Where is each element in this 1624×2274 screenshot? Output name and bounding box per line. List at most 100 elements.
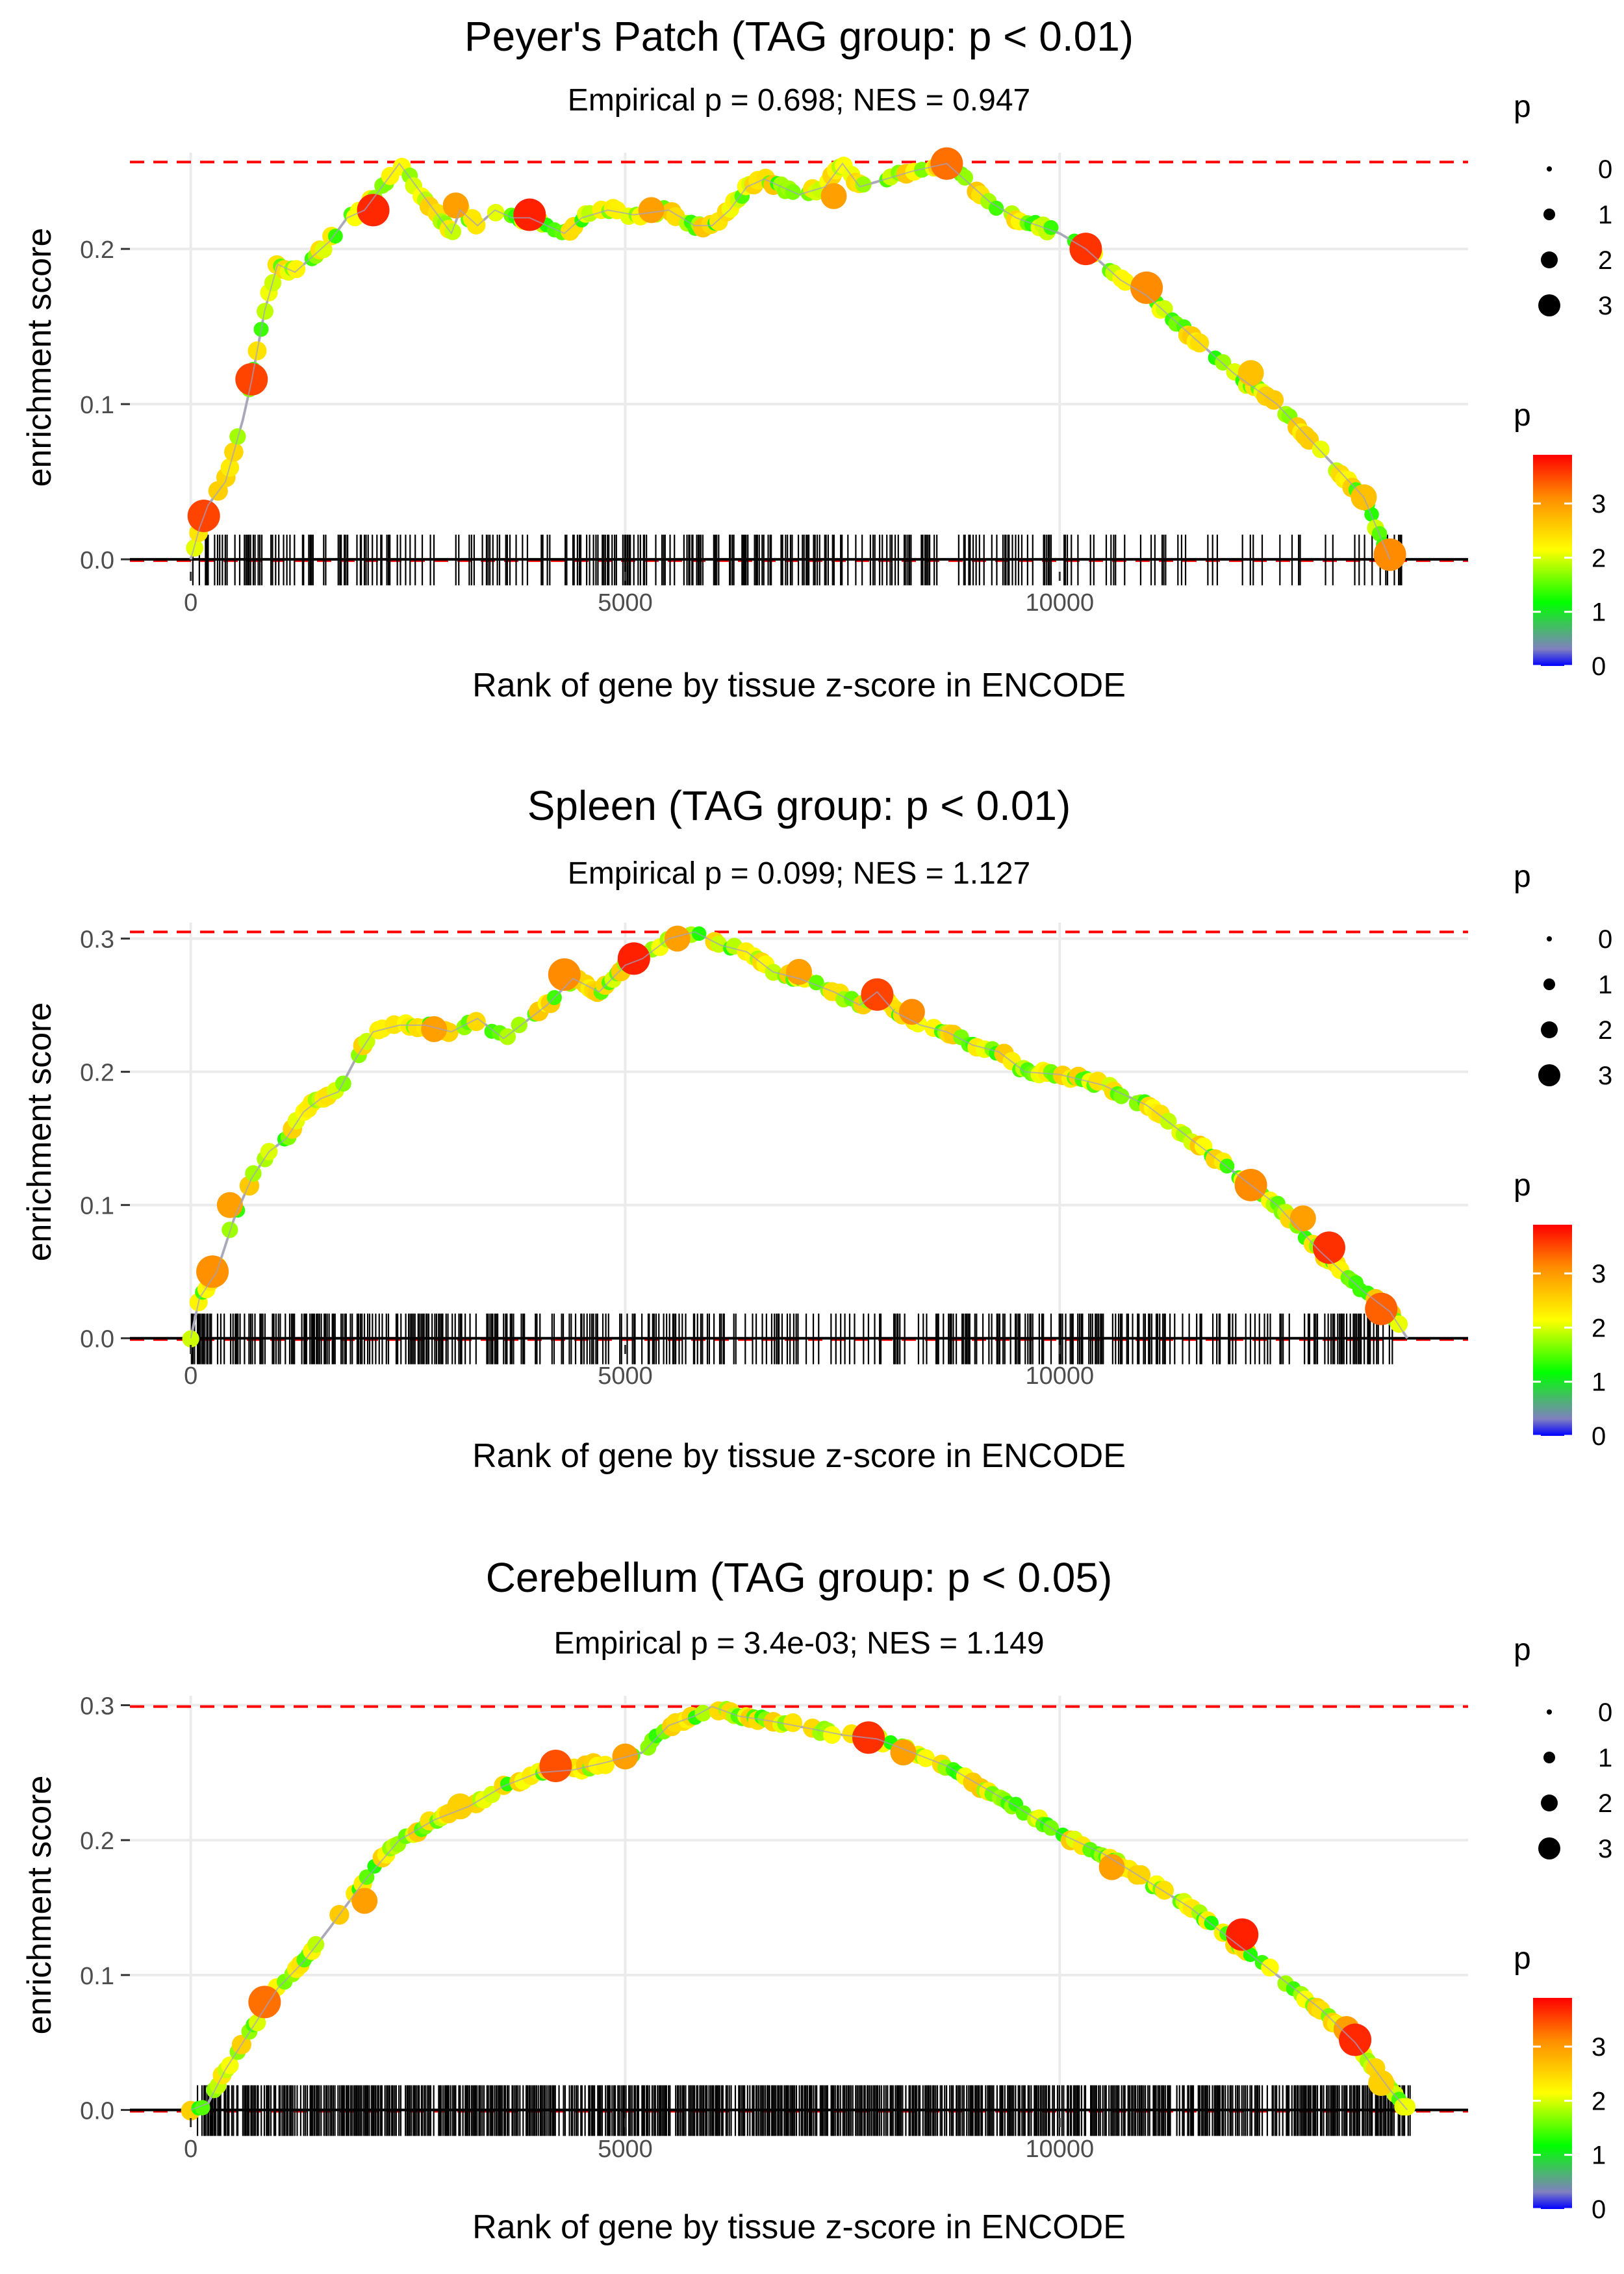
es-point-highlight <box>898 999 925 1025</box>
size-legend-label: 3 <box>1598 292 1612 320</box>
es-points <box>181 1700 1416 2121</box>
y-axis-label: enrichment score <box>21 1776 58 2035</box>
es-curve-overlay <box>190 1706 1408 2111</box>
es-point-highlight <box>513 198 546 231</box>
x-tick-label: 0 <box>184 1362 197 1390</box>
color-legend-label: 0 <box>1592 1422 1606 1451</box>
es-point-highlight <box>421 1016 448 1043</box>
es-point-highlight <box>638 197 665 224</box>
y-tick-label: 0.1 <box>80 1963 114 1990</box>
es-point <box>855 176 872 193</box>
es-point <box>1156 300 1173 318</box>
color-legend-label: 3 <box>1592 490 1606 518</box>
y-axis: 0.0 0.1 0.2 <box>80 236 130 574</box>
size-legend-swatch <box>1547 166 1552 172</box>
es-points <box>186 147 1406 571</box>
size-legend-swatch <box>1543 1752 1555 1763</box>
y-tick-label: 0.1 <box>80 392 114 419</box>
es-point <box>287 260 306 279</box>
size-legend-swatch <box>1543 209 1555 220</box>
y-axis-label: enrichment score <box>21 1003 58 1262</box>
es-curve <box>189 930 1409 1339</box>
color-legend-label: 1 <box>1592 2141 1606 2170</box>
size-legend-label: 3 <box>1598 1835 1612 1863</box>
es-point <box>596 1756 615 1774</box>
color-legend-label: 2 <box>1592 544 1606 572</box>
plot-area <box>130 923 1468 1364</box>
size-legend-label: 1 <box>1598 1744 1612 1772</box>
size-legend: p 0 1 2 3 <box>1514 90 1612 320</box>
color-legend-title: p <box>1514 1941 1531 1976</box>
y-tick-label: 0.0 <box>80 547 114 574</box>
gridlines <box>130 1696 1468 2118</box>
es-point-highlight <box>1226 1918 1259 1951</box>
es-point <box>823 1726 841 1744</box>
size-legend-swatch <box>1541 1021 1558 1038</box>
es-point-highlight <box>612 1743 639 1770</box>
es-curve-overlay <box>190 162 1391 560</box>
color-legend-label: 2 <box>1592 2087 1606 2115</box>
es-point <box>1261 1958 1279 1977</box>
size-legend-swatch <box>1547 1709 1552 1715</box>
x-tick-label: 5000 <box>598 589 653 617</box>
color-legend-label: 1 <box>1592 1368 1606 1397</box>
size-legend-swatch <box>1541 1795 1558 1811</box>
size-legend-label: 3 <box>1598 1062 1612 1090</box>
es-point <box>1398 2098 1416 2116</box>
es-point-highlight <box>357 194 390 227</box>
es-point <box>694 1704 711 1722</box>
y-tick-label: 0.1 <box>80 1193 114 1220</box>
chart-title: Peyer's Patch (TAG group: p < 0.01) <box>464 13 1134 60</box>
size-legend-swatch <box>1541 251 1558 268</box>
es-point-highlight <box>1373 538 1406 571</box>
x-tick-label: 5000 <box>598 2136 653 2163</box>
color-legend-label: 3 <box>1592 1260 1606 1288</box>
chart-subtitle: Empirical p = 0.099; NES = 1.127 <box>568 856 1030 891</box>
es-point-highlight <box>1365 1292 1398 1325</box>
color-legend-bar <box>1533 1998 1572 2209</box>
es-point <box>186 539 204 557</box>
chart-subtitle: Empirical p = 3.4e-03; NES = 1.149 <box>553 1626 1044 1661</box>
es-point-highlight <box>786 958 812 985</box>
size-legend-label: 1 <box>1598 201 1612 229</box>
size-legend-title: p <box>1514 1633 1531 1667</box>
es-curve-overlay <box>190 931 1408 1339</box>
y-tick-label: 0.0 <box>80 2098 114 2125</box>
panel-1: Peyer's Patch (TAG group: p < 0.01) Empi… <box>21 13 1612 704</box>
es-point-highlight <box>216 1192 243 1218</box>
x-tick-label: 0 <box>184 2136 197 2163</box>
plot-area <box>130 147 1468 585</box>
color-legend-label: 1 <box>1592 598 1606 627</box>
color-legend: p 0 1 2 3 <box>1514 1168 1606 1451</box>
size-legend-label: 0 <box>1598 155 1612 184</box>
size-legend-label: 2 <box>1598 1789 1612 1818</box>
es-point-highlight <box>1312 1231 1345 1264</box>
size-legend-swatch <box>1538 1837 1560 1859</box>
x-axis: 0 5000 10000 <box>184 572 1094 617</box>
es-point <box>487 203 505 222</box>
color-legend-label: 0 <box>1592 2195 1606 2224</box>
panel-2: Spleen (TAG group: p < 0.01) Empirical p… <box>21 782 1612 1475</box>
size-legend-title: p <box>1514 860 1531 894</box>
x-axis-label: Rank of gene by tissue z-score in ENCODE <box>472 1437 1126 1475</box>
es-point-highlight <box>351 1887 378 1914</box>
x-axis-label: Rank of gene by tissue z-score in ENCODE <box>472 2208 1126 2246</box>
chart-subtitle: Empirical p = 0.698; NES = 0.947 <box>568 83 1030 118</box>
y-tick-label: 0.0 <box>80 1326 114 1353</box>
y-tick-label: 0.3 <box>80 1693 114 1720</box>
es-point-highlight <box>1289 1205 1316 1232</box>
x-tick-label: 10000 <box>1025 1362 1094 1390</box>
es-point <box>1215 354 1232 371</box>
x-axis: 0 5000 10000 <box>184 2118 1094 2163</box>
x-tick-label: 5000 <box>598 1362 653 1390</box>
es-point-highlight <box>664 925 691 952</box>
color-legend-label: 2 <box>1592 1314 1606 1342</box>
es-point-highlight <box>1339 2023 1372 2056</box>
es-point <box>182 1330 199 1348</box>
size-legend-label: 2 <box>1598 1016 1612 1045</box>
x-tick-label: 0 <box>184 589 197 617</box>
chart-title: Spleen (TAG group: p < 0.01) <box>527 782 1071 829</box>
es-point <box>783 1713 803 1732</box>
y-tick-label: 0.2 <box>80 236 114 264</box>
y-tick-label: 0.2 <box>80 1828 114 1855</box>
